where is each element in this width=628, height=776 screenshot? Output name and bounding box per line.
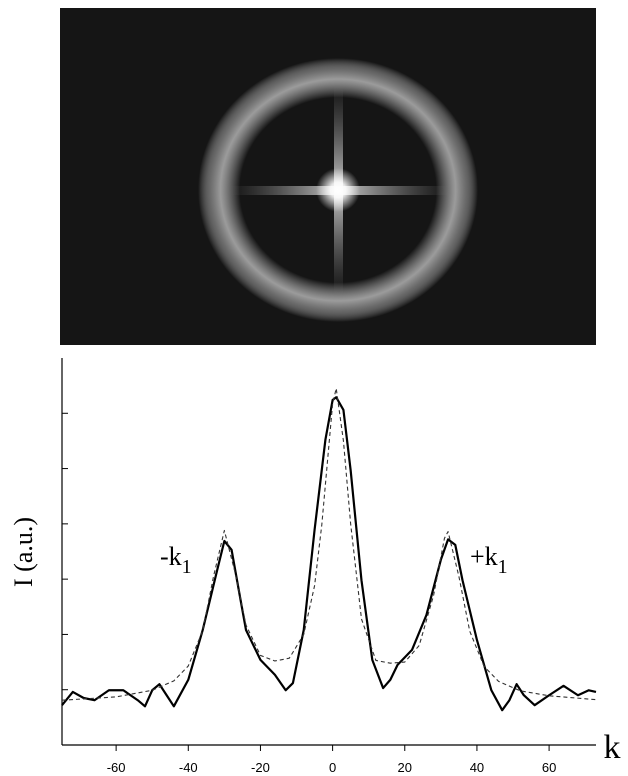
annotation-text: +k bbox=[470, 542, 498, 571]
annotation-text: -k bbox=[160, 542, 182, 571]
curve bbox=[61, 396, 597, 712]
annotation: -k1 bbox=[160, 542, 192, 578]
x-tick-label: 60 bbox=[542, 760, 556, 775]
plot: k I (a.u.) -60 -40 -20 0 20 40 60-k1 +k1 bbox=[9, 358, 621, 775]
annotation-subscript: 1 bbox=[182, 556, 192, 578]
x-tick-label: 40 bbox=[470, 760, 484, 775]
diffraction-image bbox=[60, 8, 596, 345]
y-axis-label: I (a.u.) bbox=[9, 517, 38, 587]
x-tick-label: -60 bbox=[107, 760, 126, 775]
x-tick-label: 20 bbox=[398, 760, 412, 775]
x-axis-label: k bbox=[604, 729, 621, 766]
annotation-subscript: 1 bbox=[498, 556, 508, 578]
x-tick-label: -20 bbox=[251, 760, 270, 775]
x-tick-label: 0 bbox=[329, 760, 336, 775]
annotation: +k1 bbox=[470, 542, 508, 578]
x-tick-label: -40 bbox=[179, 760, 198, 775]
curve bbox=[61, 387, 597, 701]
